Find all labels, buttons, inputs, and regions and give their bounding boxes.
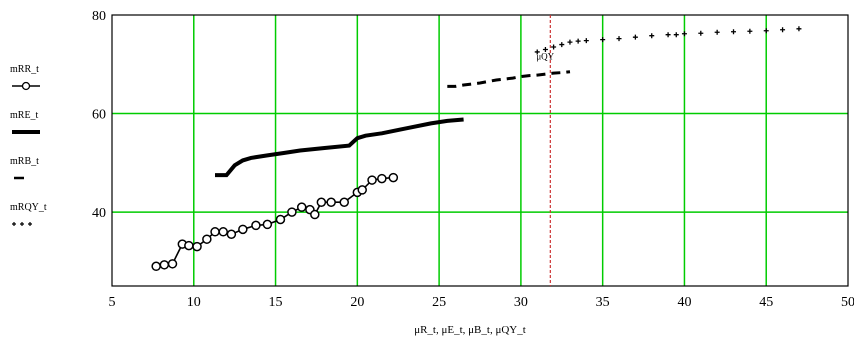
series-mRR-point (151, 261, 161, 272)
x-tick-label: 45 (759, 295, 773, 310)
series-mRB-line (447, 70, 571, 88)
series-mRQY-point (747, 28, 753, 34)
x-tick-label: 25 (432, 295, 446, 310)
series-mRQY-point (649, 33, 655, 39)
series-mRQY-point (583, 38, 589, 44)
series-mRR-point (388, 172, 399, 183)
series-mRQY-point (673, 32, 679, 38)
series-mRR-point (210, 227, 220, 237)
x-tick-label: 35 (596, 295, 610, 310)
series-mRQY-point (698, 30, 704, 36)
series-mRR-point (159, 260, 170, 270)
series-mRQY-point (600, 37, 606, 43)
legend-label: mRE_t (10, 110, 39, 121)
series-mRR-point (310, 209, 320, 220)
x-tick-label: 10 (187, 295, 201, 310)
series-mRR-point (275, 214, 286, 225)
series-mRR-point (367, 175, 377, 185)
series-mRQY-point (534, 49, 540, 55)
y-tick-label: 80 (92, 9, 106, 24)
series-mRR-point (184, 240, 194, 251)
series-mRR-point (226, 229, 237, 240)
legend-label: mRB_t (10, 156, 39, 167)
x-tick-label: 40 (677, 295, 691, 310)
series-mRQY-point (559, 42, 565, 48)
series-mRR-point (377, 173, 387, 184)
series-mRQY-point (632, 34, 638, 40)
series-mRQY-point (542, 46, 548, 52)
series-mRR-point (316, 197, 327, 207)
series-mRQY-point (551, 44, 557, 50)
series-mRR-point (251, 220, 261, 231)
x-tick-label: 20 (350, 295, 364, 310)
series-mRQY-point (616, 36, 622, 42)
y-tick-label: 40 (92, 206, 106, 221)
series-mRQY-point (796, 26, 802, 32)
plot-frame (111, 14, 849, 287)
series-mRR-point (296, 202, 307, 212)
series-mRR-point (262, 219, 273, 230)
legend-swatch-marker (12, 222, 16, 226)
series-mRR-point (287, 207, 297, 217)
series-mRR-point (218, 227, 228, 237)
x-tick-label: 5 (109, 295, 116, 310)
series-mRE-line (215, 117, 464, 178)
legend-swatch-marker (20, 222, 24, 226)
series-mRQY-point (780, 27, 786, 33)
series-mRQY-point (763, 28, 769, 34)
series-mRQY-point (567, 39, 573, 45)
series-mRQY-point (575, 38, 581, 44)
series-mRQY-point (665, 32, 671, 38)
series-mRR-point (238, 224, 248, 235)
series-mRQY-point (731, 29, 737, 35)
legend-swatch-marker (21, 81, 31, 91)
legend-label: mRQY_t (10, 202, 47, 213)
x-tick-label: 15 (269, 295, 283, 310)
series-mRR-point (326, 197, 336, 207)
x-tick-label: 30 (514, 295, 528, 310)
y-tick-label: 60 (92, 108, 106, 123)
series-mRR-point (167, 259, 178, 269)
series-mRQY-point (681, 31, 687, 37)
series-mRR-point (202, 234, 212, 244)
marker-annotation: μQY (536, 51, 554, 61)
legend-label: mRR_t (10, 64, 39, 75)
legend-swatch-marker (28, 222, 32, 226)
x-tick-label: 50 (841, 295, 854, 310)
x-axis-label: μR_t, μE_t, μB_t, μQY_t (414, 324, 526, 336)
series-mRQY-point (714, 29, 720, 35)
series-mRR-point (192, 241, 202, 252)
series-mRR-point (357, 185, 367, 195)
series-mRR-point (339, 197, 349, 207)
